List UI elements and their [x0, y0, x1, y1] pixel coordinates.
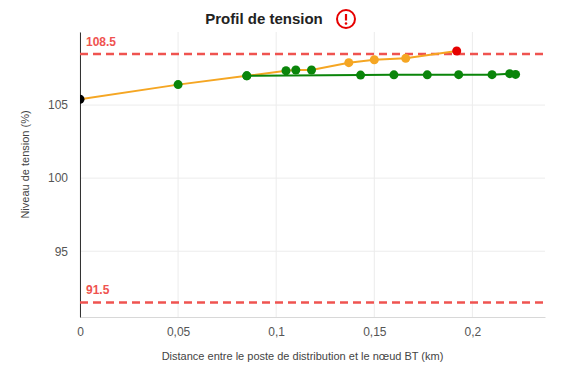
point[interactable] — [80, 95, 85, 104]
reference-label: 91.5 — [86, 283, 110, 297]
point[interactable] — [370, 55, 379, 64]
point[interactable] — [511, 70, 520, 79]
x-tick-label: 0,2 — [465, 325, 482, 339]
point[interactable] — [389, 70, 398, 79]
reference-line — [80, 301, 545, 304]
point[interactable] — [174, 80, 183, 89]
point[interactable] — [344, 58, 353, 67]
x-tick-label: 0,05 — [167, 325, 191, 339]
point[interactable] — [291, 66, 300, 75]
grid-line — [80, 178, 545, 179]
grid-line — [178, 32, 179, 317]
point[interactable] — [423, 70, 432, 79]
y-tick: 105 — [48, 98, 80, 112]
x-tick: 0,15 — [363, 317, 387, 339]
x-tick: 0 — [77, 317, 84, 339]
y-tick-label: 100 — [48, 171, 68, 185]
warning-circle[interactable] — [337, 10, 355, 28]
point[interactable] — [242, 71, 251, 80]
x-tick: 0,2 — [465, 317, 482, 339]
y-tick-label: 105 — [48, 98, 68, 112]
point[interactable] — [282, 66, 291, 75]
x-axis: 0 0,05 0,1 0,15 0,2 — [77, 317, 545, 339]
grid-line — [80, 105, 545, 106]
reference-label: 108.5 — [86, 35, 116, 49]
grid-line — [80, 32, 81, 317]
y-tick: 95 — [55, 245, 80, 259]
point[interactable] — [242, 71, 251, 80]
x-tick-label: 0,1 — [268, 325, 285, 339]
point[interactable] — [452, 47, 461, 56]
point[interactable] — [454, 70, 463, 79]
warning-dot[interactable] — [345, 22, 348, 25]
y-tick-label: 95 — [55, 245, 69, 259]
x-tick-label: 0,15 — [363, 325, 387, 339]
x-tick: 0,1 — [268, 317, 285, 339]
y-axis-title: Niveau de tension (%) — [19, 110, 31, 218]
warning-bar[interactable] — [345, 14, 347, 21]
y-axis: 95 100 105 — [48, 33, 81, 318]
y-tick: 100 — [48, 171, 80, 185]
title: Profil de tension — [205, 10, 323, 27]
marks — [80, 47, 545, 303]
grid — [80, 32, 545, 317]
chart: 0 0,05 0,1 0,15 0,2 95 100 105 108.5 91.5 Profil d… — [0, 0, 564, 388]
point[interactable] — [356, 71, 365, 80]
x-tick: 0,05 — [167, 317, 191, 339]
y-axis-line — [80, 33, 81, 318]
point[interactable] — [307, 66, 316, 75]
point[interactable] — [401, 54, 410, 63]
point[interactable] — [488, 70, 497, 79]
x-axis-line — [81, 317, 546, 318]
plot: 0 0,05 0,1 0,15 0,2 95 100 105 108.5 91.5 — [48, 32, 546, 339]
grid-line — [80, 251, 545, 252]
x-axis-title: Distance entre le poste de distribution … — [162, 350, 444, 362]
x-tick-label: 0 — [77, 325, 84, 339]
reference-line — [80, 53, 545, 56]
warning-icon[interactable] — [337, 10, 355, 28]
